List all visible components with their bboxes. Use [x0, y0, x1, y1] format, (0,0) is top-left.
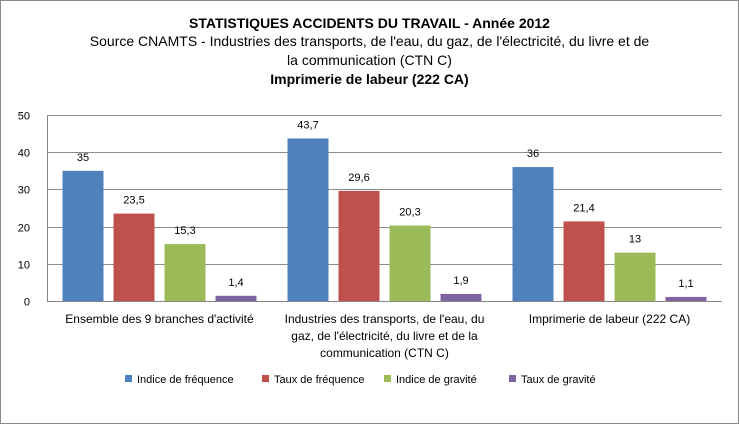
chart-subtitle-line-1: Source CNAMTS - Industries des transport… [89, 33, 650, 49]
data-label: 1,4 [228, 277, 243, 289]
bar [614, 252, 656, 301]
bar [440, 293, 482, 301]
chart-subtitle-line-2: la communication (CTN C) [287, 52, 452, 68]
bar [62, 170, 104, 301]
x-category-label-line: Imprimerie de labeur (222 CA) [528, 312, 691, 326]
x-category-label-line: communication (CTN C) [320, 346, 449, 360]
y-tick-label: 40 [18, 148, 30, 160]
legend-swatch [262, 375, 269, 382]
bar [563, 221, 605, 301]
legend-swatch [125, 375, 132, 382]
legend-item: Taux de gravité [509, 374, 596, 386]
legend-label: Indice de fréquence [137, 374, 234, 386]
data-label: 1,9 [453, 275, 468, 287]
legend-label: Taux de gravité [521, 374, 596, 386]
bar [287, 138, 329, 301]
legend-item: Taux de fréquence [262, 374, 365, 386]
data-label: 20,3 [399, 206, 420, 218]
chart-legend: Indice de fréquence Taux de fréquence Indi… [0, 374, 739, 390]
legend-swatch [384, 375, 391, 382]
chart-subtitle-2: Imprimerie de labeur (222 CA) [270, 71, 469, 87]
y-tick-label: 30 [18, 185, 30, 197]
bar [338, 190, 380, 301]
x-category-label-line: Ensemble des 9 branches d'activité [65, 312, 254, 326]
data-label: 23,5 [123, 195, 144, 207]
bar [512, 167, 554, 301]
bar [113, 213, 155, 301]
bar [389, 225, 431, 301]
x-category-label: Industries des transports, de l'eau, du g… [270, 311, 500, 362]
x-category-label: Ensemble des 9 branches d'activité [45, 311, 275, 328]
data-label: 35 [77, 152, 89, 164]
x-category-label-line: gaz, de l'électricité, du livre et de la [291, 329, 478, 343]
bar [215, 295, 257, 301]
data-label: 21,4 [573, 202, 594, 214]
y-tick-label: 20 [18, 223, 30, 235]
legend-item: Indice de fréquence [125, 374, 234, 386]
chart-title: STATISTIQUES ACCIDENTS DU TRAVAIL - Anné… [189, 15, 550, 31]
legend-label: Indice de gravité [396, 374, 477, 386]
y-tick-label: 10 [18, 260, 30, 272]
x-category-label: Imprimerie de labeur (222 CA) [495, 311, 725, 328]
data-label: 1,1 [678, 278, 693, 290]
y-tick-label: 50 [18, 111, 30, 123]
legend-label: Taux de fréquence [274, 374, 365, 386]
bar [164, 244, 206, 301]
data-label: 13 [629, 234, 641, 246]
chart-titles: STATISTIQUES ACCIDENTS DU TRAVAIL - Anné… [0, 14, 739, 88]
x-category-label-line: Industries des transports, de l'eau, du [284, 312, 485, 326]
data-label: 43,7 [297, 119, 318, 131]
data-label: 15,3 [174, 225, 195, 237]
data-label: 29,6 [348, 172, 369, 184]
legend-swatch [509, 375, 516, 382]
data-label: 36 [527, 148, 539, 160]
y-tick-label: 0 [24, 297, 30, 309]
bar [665, 296, 707, 301]
legend-item: Indice de gravité [384, 374, 477, 386]
